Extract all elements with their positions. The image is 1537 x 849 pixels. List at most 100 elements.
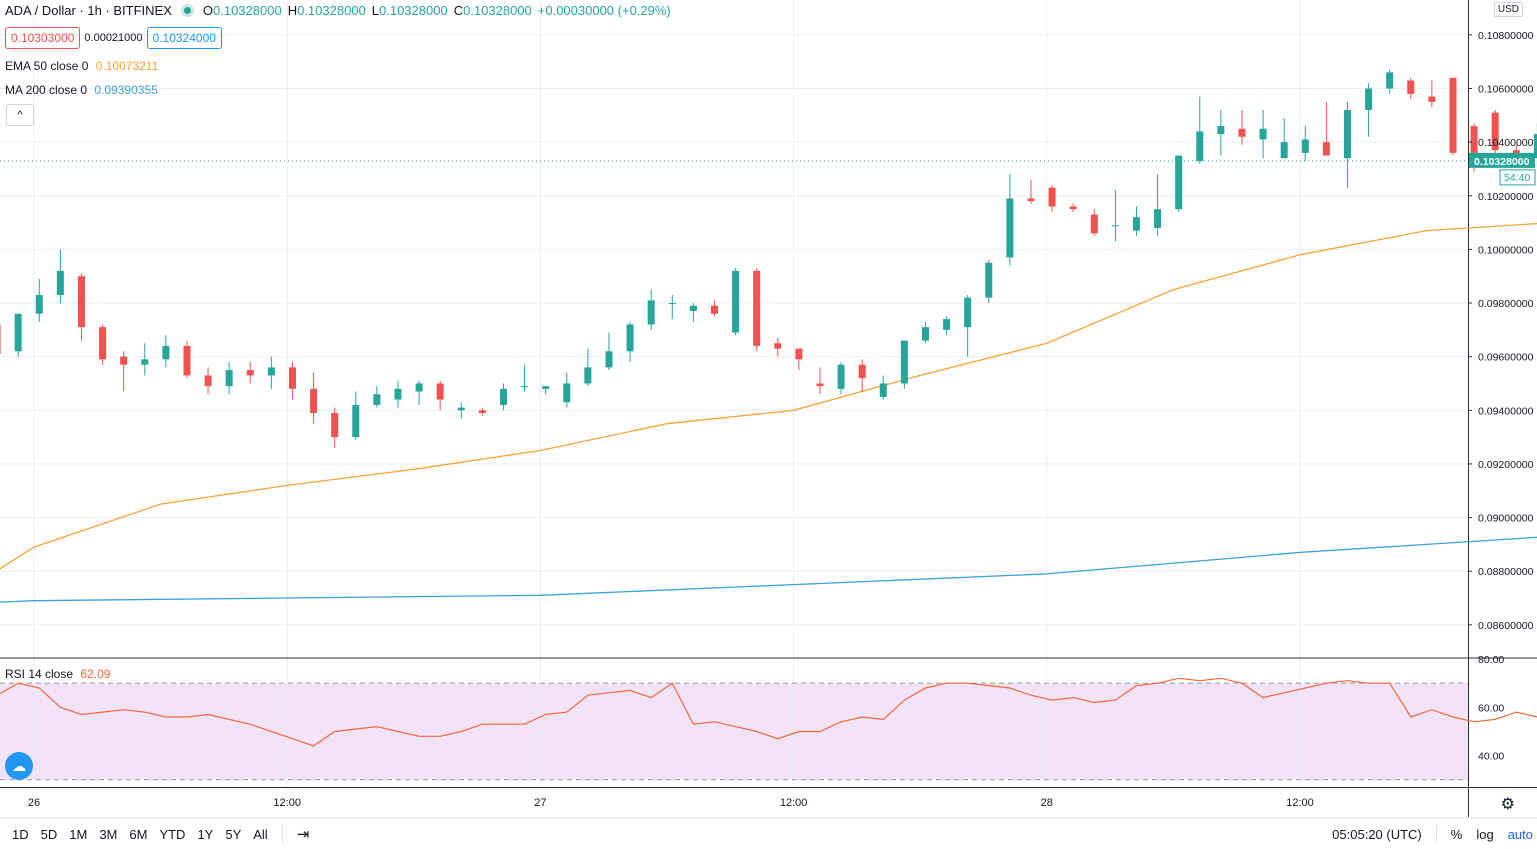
rsi-axis-label: 40.00 — [1478, 751, 1504, 763]
time-axis-label: 28 — [1041, 797, 1053, 809]
timeframe-5d-button[interactable]: 5D — [40, 826, 58, 842]
price-axis-label: 0.10000000 — [1478, 244, 1534, 256]
candle-body — [1175, 155, 1183, 210]
bid-ask-row: 0.10303000 0.00021000 0.10324000 — [5, 27, 222, 49]
toolbar-divider-right — [1435, 825, 1437, 843]
candle-body — [1491, 112, 1499, 151]
candle-body — [331, 412, 339, 438]
ohlc-close-value: 0.10328000 — [463, 3, 532, 18]
rsi-value: 62.09 — [80, 667, 111, 681]
candle-body — [1111, 225, 1119, 227]
timeframe-3m-button[interactable]: 3M — [99, 826, 118, 842]
countdown-value: 54:40 — [1504, 172, 1530, 184]
ask-price-box[interactable]: 0.10324000 — [146, 27, 222, 49]
candle-body — [1132, 217, 1140, 231]
candle-body — [1048, 187, 1056, 207]
ma200-line — [0, 536, 1537, 603]
candle-body — [0, 324, 1, 354]
toolbar-right: 05:05:20 (UTC) % log auto — [1332, 819, 1537, 849]
price-axis-label: 0.10200000 — [1478, 191, 1534, 203]
candle-body — [457, 407, 465, 411]
percent-scale-toggle[interactable]: % — [1450, 826, 1463, 842]
rsi-axis-label: 80.00 — [1478, 654, 1504, 666]
candle-body — [563, 383, 571, 403]
candle-body — [373, 394, 381, 405]
ohlc-close-key: C — [453, 3, 464, 18]
time-axis-label: 12:00 — [273, 797, 301, 809]
candle-body — [1027, 198, 1035, 202]
rsi-line — [0, 677, 1537, 747]
price-axis-label: 0.09800000 — [1478, 298, 1534, 310]
candle-body — [1470, 126, 1478, 153]
collapse-legend-button[interactable]: ^ — [6, 104, 34, 126]
candle-body — [183, 345, 191, 376]
price-axis-label: 0.08600000 — [1478, 620, 1534, 632]
candle-body — [99, 327, 107, 360]
rsi-label: RSI 14 close — [5, 667, 74, 681]
time-axis-label: 12:00 — [780, 797, 808, 809]
timeframe-1d-button[interactable]: 1D — [12, 826, 29, 842]
ohlc-change: +0.00030000 (+0.29%) — [537, 3, 671, 18]
candle-body — [352, 404, 360, 438]
candle-body — [647, 300, 655, 325]
candle-body — [394, 388, 402, 400]
date-range-icon[interactable]: ⇥ — [296, 826, 310, 843]
bid-price-box[interactable]: 0.10303000 — [5, 27, 81, 49]
candle-body — [1386, 72, 1394, 89]
candle-body — [985, 262, 993, 298]
timeframe-1y-button[interactable]: 1Y — [197, 826, 214, 842]
ohlc-open: O0.10328000 — [203, 3, 282, 18]
candles-group — [0, 69, 1537, 448]
symbol-title[interactable]: ADA / Dollar · 1h · BITFINEX — [5, 3, 172, 18]
candle-body — [415, 383, 423, 392]
ema50-line — [0, 222, 1537, 570]
ema-value: 0.10073211 — [95, 59, 159, 73]
candle-body — [141, 359, 149, 365]
price-axis-label: 0.10400000 — [1478, 137, 1534, 149]
last-price-badge — [1469, 152, 1535, 168]
candle-body — [1069, 206, 1077, 210]
candle-body — [1238, 128, 1246, 137]
timeframe-5y-button[interactable]: 5Y — [225, 826, 242, 842]
utc-clock[interactable]: 05:05:20 (UTC) — [1332, 826, 1422, 842]
ma-label: MA 200 close 0 — [5, 83, 88, 97]
candle-body — [499, 388, 507, 405]
ma-value: 0.09390355 — [94, 83, 158, 97]
tradingview-logo-icon[interactable]: ☁ — [5, 752, 33, 780]
candle-body — [1280, 142, 1288, 159]
candle-body — [1322, 142, 1330, 156]
ohlc-low-key: L — [371, 3, 379, 18]
ohlc-open-value: 0.10328000 — [213, 3, 282, 18]
log-scale-toggle[interactable]: log — [1476, 826, 1494, 842]
price-axis-label: 0.09000000 — [1478, 513, 1534, 525]
candle-body — [1090, 214, 1098, 234]
candle-body — [837, 364, 845, 389]
candle-body — [858, 364, 866, 379]
candle-body — [689, 305, 697, 312]
price-axis-label: 0.09400000 — [1478, 405, 1534, 417]
gear-icon[interactable]: ⚙ — [1500, 796, 1515, 813]
rsi-legend[interactable]: RSI 14 close 62.09 — [5, 667, 110, 681]
currency-badge[interactable]: USD — [1493, 2, 1523, 17]
last-price-value: 0.10328000 — [1474, 156, 1530, 168]
ohlc-low-value: 0.10328000 — [379, 3, 448, 18]
timeframe-ytd-button[interactable]: YTD — [159, 826, 186, 842]
candle-body — [1154, 209, 1162, 228]
candle-body — [436, 383, 444, 400]
ohlc-high: H0.10328000 — [288, 3, 366, 18]
candle-body — [1301, 139, 1309, 153]
ema-label: EMA 50 close 0 — [5, 59, 89, 73]
candle-body — [14, 313, 22, 352]
candle-body — [521, 386, 529, 388]
ohlc-low: L0.10328000 — [372, 3, 448, 18]
ma-legend[interactable]: MA 200 close 0 0.09390355 — [5, 83, 158, 97]
candle-body — [816, 383, 824, 387]
ema-legend[interactable]: EMA 50 close 0 0.10073211 — [5, 59, 158, 73]
auto-scale-toggle[interactable]: auto — [1507, 826, 1533, 842]
candle-body — [56, 270, 64, 295]
timeframe-all-button[interactable]: All — [253, 826, 268, 842]
timeframe-1m-button[interactable]: 1M — [69, 826, 88, 842]
timeframe-6m-button[interactable]: 6M — [129, 826, 148, 842]
candle-body — [1006, 198, 1014, 258]
